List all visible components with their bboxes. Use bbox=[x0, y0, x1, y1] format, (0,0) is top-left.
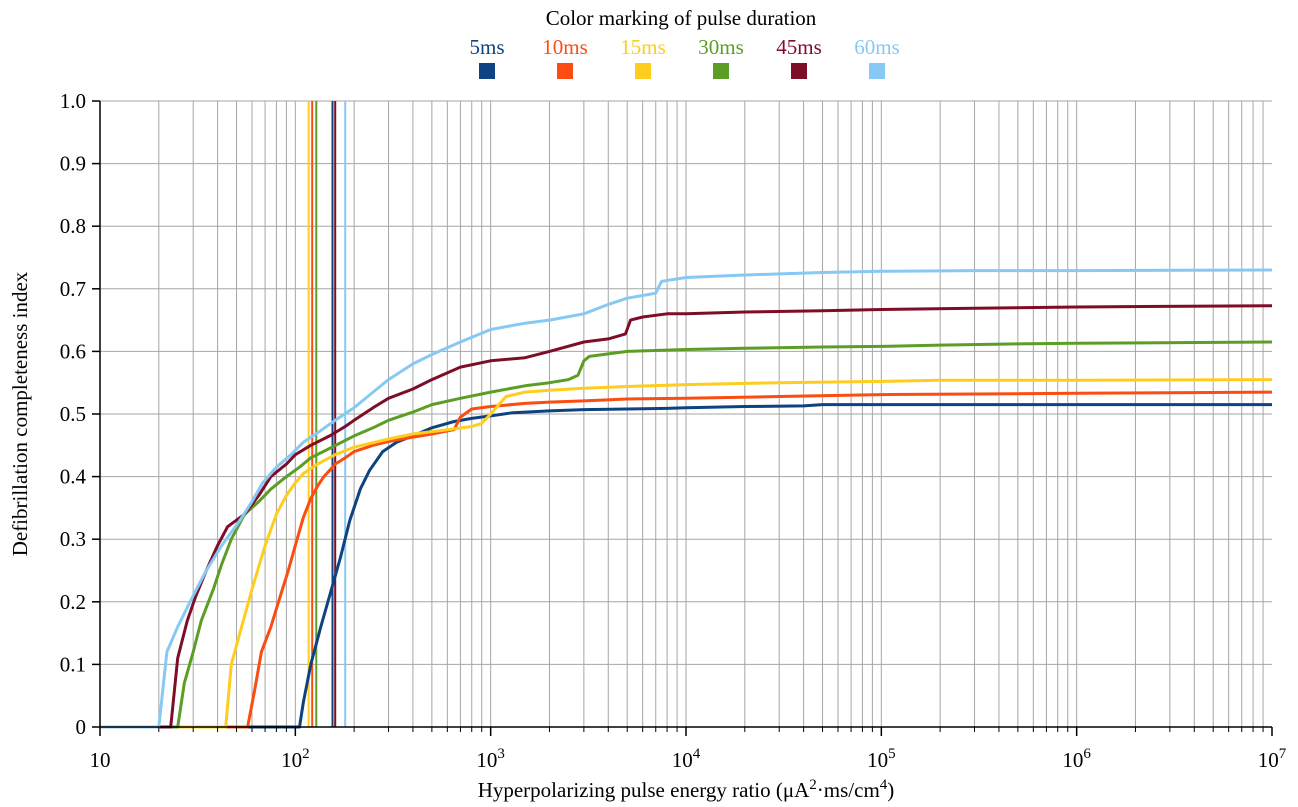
y-tick-label: 0 bbox=[76, 715, 87, 739]
series-line-45ms bbox=[100, 304, 1273, 729]
y-tick-label: 0.9 bbox=[60, 152, 86, 176]
y-tick-label: 0.7 bbox=[60, 277, 86, 301]
x-tick-label-base: 10 bbox=[476, 748, 497, 772]
legend-label-5ms: 5ms bbox=[469, 35, 504, 59]
legend-label-30ms: 30ms bbox=[698, 35, 744, 59]
legend-title: Color marking of pulse duration bbox=[546, 6, 817, 30]
x-tick-label-exponent: 3 bbox=[497, 746, 505, 762]
x-axis-label-sup2: 4 bbox=[880, 777, 888, 793]
series-line-30ms bbox=[100, 340, 1273, 729]
x-tick-label: 10 bbox=[90, 748, 111, 772]
x-tick-label-exponent: 6 bbox=[1083, 746, 1091, 762]
x-tick-label-base: 10 bbox=[867, 748, 888, 772]
y-tick-label: 0.3 bbox=[60, 527, 86, 551]
x-tick-label-exponent: 2 bbox=[302, 746, 310, 762]
legend-swatch-10ms bbox=[557, 63, 573, 79]
y-tick-label: 0.1 bbox=[60, 652, 86, 676]
y-axis-label: Defibrillation completeness index bbox=[8, 271, 32, 556]
legend-label-60ms: 60ms bbox=[854, 35, 900, 59]
legend-label-45ms: 45ms bbox=[776, 35, 822, 59]
y-tick-label: 0.4 bbox=[60, 465, 87, 489]
x-tick-label: 102 bbox=[281, 746, 310, 772]
x-tick-label: 106 bbox=[1062, 746, 1091, 772]
y-tick-label: 0.2 bbox=[60, 590, 86, 614]
legend-swatch-45ms bbox=[791, 63, 807, 79]
legend-swatch-5ms bbox=[479, 63, 495, 79]
series-line-15ms bbox=[100, 378, 1273, 729]
x-tick-label-exponent: 5 bbox=[888, 746, 896, 762]
x-tick-label-base: 10 bbox=[1258, 748, 1279, 772]
tick-labels: 00.10.20.30.40.50.60.70.80.91.010 102 103 1… bbox=[60, 89, 1287, 772]
legend-label-15ms: 15ms bbox=[620, 35, 666, 59]
x-axis-label-mid: ·ms/cm bbox=[817, 778, 880, 802]
x-tick-label-base: 10 bbox=[672, 748, 693, 772]
x-tick-label: 103 bbox=[476, 746, 505, 772]
y-tick-label: 0.5 bbox=[60, 402, 86, 426]
series-line-5ms bbox=[100, 403, 1272, 729]
x-tick-label-exponent: 4 bbox=[693, 746, 701, 762]
y-tick-label: 0.6 bbox=[60, 339, 86, 363]
x-tick-label-base: 10 bbox=[281, 748, 302, 772]
x-axis-label-prefix: Hyperpolarizing pulse energy ratio (μA bbox=[478, 778, 810, 802]
legend-swatch-60ms bbox=[869, 63, 885, 79]
x-tick-label: 104 bbox=[672, 746, 701, 772]
x-axis-label-sup1: 2 bbox=[809, 777, 817, 793]
series-line-60ms bbox=[100, 268, 1273, 729]
series-line-10ms bbox=[100, 390, 1273, 729]
legend-label-10ms: 10ms bbox=[542, 35, 588, 59]
y-tick-label: 1.0 bbox=[60, 89, 86, 113]
axes bbox=[92, 100, 1273, 736]
y-tick-label: 0.8 bbox=[60, 214, 86, 238]
x-tick-label-base: 10 bbox=[1062, 748, 1083, 772]
legend: 5ms 10ms 15ms 30ms 45ms 60ms bbox=[469, 35, 900, 79]
x-tick-label-base: 10 bbox=[90, 748, 111, 772]
x-tick-label: 105 bbox=[867, 746, 896, 772]
series-lines bbox=[100, 268, 1273, 729]
x-axis-label-suffix: ) bbox=[887, 778, 894, 802]
grid bbox=[100, 100, 1272, 727]
legend-swatch-15ms bbox=[635, 63, 651, 79]
x-tick-label-exponent: 7 bbox=[1279, 746, 1287, 762]
x-tick-label: 107 bbox=[1258, 746, 1287, 772]
legend-swatch-30ms bbox=[713, 63, 729, 79]
threshold-lines bbox=[307, 101, 347, 727]
x-axis-label: Hyperpolarizing pulse energy ratio (μA2·… bbox=[478, 777, 895, 802]
